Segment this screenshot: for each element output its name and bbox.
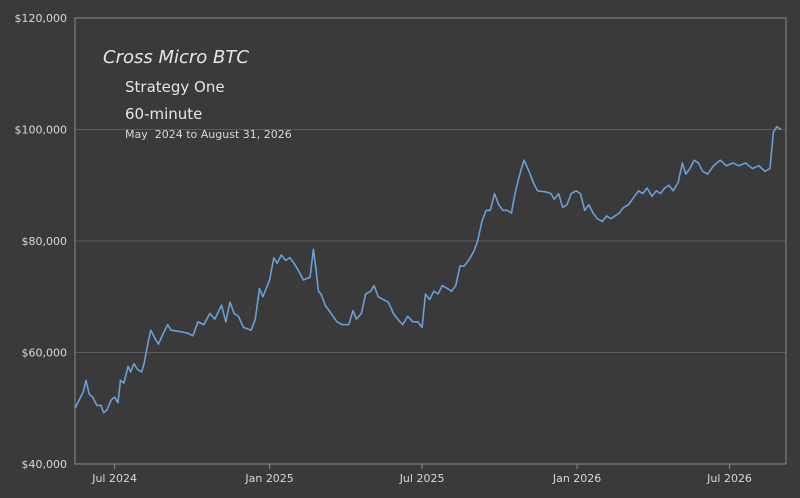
x-tick-label: Jul 2024 xyxy=(91,472,137,485)
x-tick-label: Jan 2026 xyxy=(552,472,601,485)
y-tick-label: $40,000 xyxy=(22,458,68,471)
x-tick-label: Jul 2026 xyxy=(706,472,752,485)
gridlines xyxy=(75,129,786,353)
series-line xyxy=(74,125,782,414)
chart-date-range: May 2024 to August 31, 2026 xyxy=(125,128,292,141)
chart-title: Cross Micro BTC xyxy=(103,47,249,68)
y-tick-label: $60,000 xyxy=(22,347,68,360)
y-tick-label: $120,000 xyxy=(15,12,68,25)
chart-subtitle: Strategy One xyxy=(125,78,225,96)
y-tick-label: $100,000 xyxy=(15,124,68,137)
axes: $40,000 $60,000 $80,000 $100,000 $120,000 Jul… xyxy=(15,12,787,485)
x-tick-label: Jan 2025 xyxy=(244,472,293,485)
plot-frame xyxy=(74,17,787,465)
y-tick-label: $80,000 xyxy=(22,235,68,248)
series-layer xyxy=(74,125,782,414)
chart-timeframe: 60-minute xyxy=(125,105,202,123)
x-tick-label: Jul 2025 xyxy=(399,472,445,485)
